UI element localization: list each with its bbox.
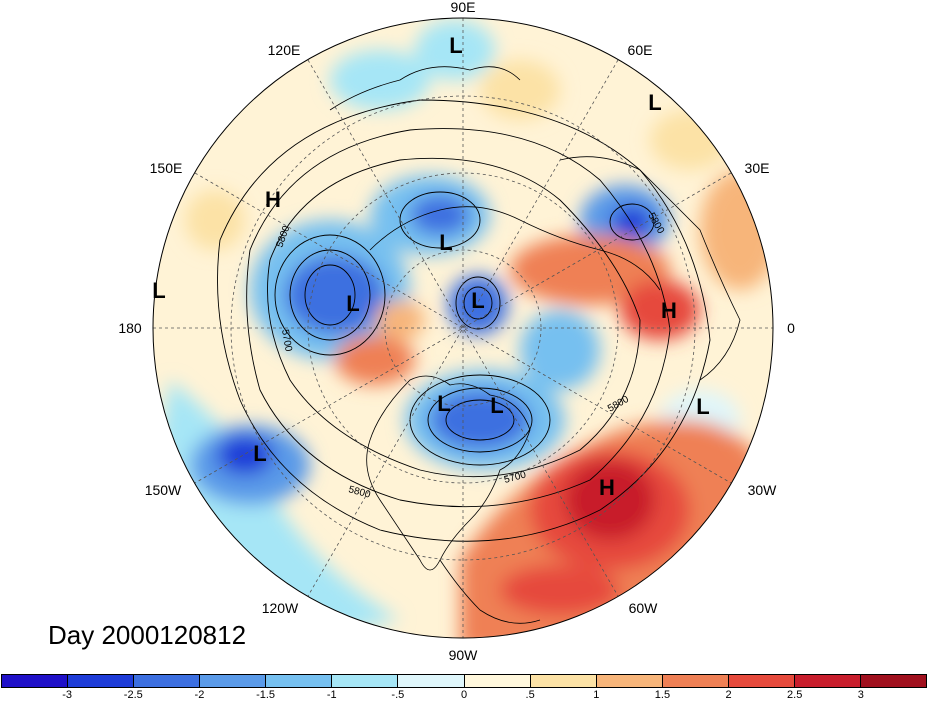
colorbar-swatch bbox=[861, 675, 927, 687]
colorbar-swatch bbox=[266, 675, 333, 687]
map-title: Day 2000120812 bbox=[48, 620, 247, 650]
colorbar-swatch bbox=[134, 675, 201, 687]
low-center: L bbox=[437, 391, 450, 416]
colorbar-tick-label: -1.5 bbox=[256, 689, 276, 701]
lon-label: 180 bbox=[118, 320, 142, 336]
lon-label: 90E bbox=[451, 0, 476, 15]
colorbar-swatch bbox=[794, 675, 862, 687]
contour-label: 5700 bbox=[279, 329, 294, 353]
colorbar-tick-labels: -3 -2.5 -2 -1.5 -1 -.5 0 .5 1 1.5 2 2.5 3 bbox=[1, 689, 927, 702]
high-center: H bbox=[661, 298, 677, 323]
low-center: L bbox=[439, 230, 452, 255]
colorbar-swatch bbox=[200, 675, 267, 687]
high-center: H bbox=[265, 187, 281, 212]
low-center: L bbox=[152, 278, 165, 303]
longitude-labels: 90E 120E 60E 150E 30E 180 0 150W 30W 120… bbox=[118, 0, 795, 663]
lon-label: 30W bbox=[748, 482, 778, 498]
low-center: L bbox=[490, 393, 503, 418]
colorbar-swatch bbox=[530, 675, 597, 687]
lon-label: 150W bbox=[145, 482, 182, 498]
colorbar-tick-label: -1 bbox=[326, 689, 337, 701]
colorbar-swatch bbox=[68, 675, 135, 687]
colorbar-swatch bbox=[596, 675, 663, 687]
colorbar-swatch bbox=[728, 675, 795, 687]
anomaly-shading bbox=[153, 18, 773, 638]
colorbar-tick-label: -2 bbox=[194, 689, 205, 701]
low-center: L bbox=[449, 33, 462, 58]
colorbar-tick-label: 2 bbox=[725, 689, 732, 701]
lon-label: 150E bbox=[150, 160, 183, 176]
geopotential-contours bbox=[217, 99, 711, 542]
lon-label: 0 bbox=[787, 320, 795, 336]
colorbar-tick-label: 1.5 bbox=[654, 689, 671, 701]
colorbar-tick-label: -2.5 bbox=[123, 689, 143, 701]
lon-label: 120E bbox=[268, 42, 301, 58]
colorbar-swatch bbox=[662, 675, 729, 687]
low-center: L bbox=[471, 288, 484, 313]
map-boundary bbox=[152, 17, 774, 639]
colorbar-tick-label: 1 bbox=[593, 689, 600, 701]
colorbar bbox=[1, 674, 927, 688]
colorbar-tick-label: 0 bbox=[460, 689, 468, 701]
colorbar-tick-label: 3 bbox=[857, 689, 864, 701]
low-center: L bbox=[346, 291, 359, 316]
lon-label: 60E bbox=[628, 42, 653, 58]
lon-label: 120W bbox=[262, 600, 299, 616]
lon-label: 90W bbox=[449, 647, 479, 663]
colorbar-tick-label: .5 bbox=[525, 689, 535, 701]
coastlines bbox=[329, 66, 741, 624]
high-center: H bbox=[599, 475, 615, 500]
colorbar-swatch bbox=[464, 675, 531, 687]
colorbar-tick-label: -3 bbox=[62, 689, 73, 701]
colorbar-swatch bbox=[398, 675, 465, 687]
lon-label: 30E bbox=[745, 160, 770, 176]
polar-stereographic-map: 90E 120E 60E 150E 30E 180 0 150W 30W 120… bbox=[118, 0, 795, 663]
low-center: L bbox=[648, 90, 661, 115]
colorbar-swatch bbox=[2, 675, 69, 687]
graticule bbox=[153, 18, 773, 638]
lon-label: 60W bbox=[629, 600, 659, 616]
colorbar-tick-label: -.5 bbox=[391, 689, 405, 701]
colorbar-swatch bbox=[332, 675, 399, 687]
pressure-centers: L L H L L L L H L L L L H L bbox=[152, 33, 709, 500]
low-center: L bbox=[696, 394, 709, 419]
colorbar-tick-label: 2.5 bbox=[787, 689, 803, 701]
low-center: L bbox=[253, 441, 266, 466]
